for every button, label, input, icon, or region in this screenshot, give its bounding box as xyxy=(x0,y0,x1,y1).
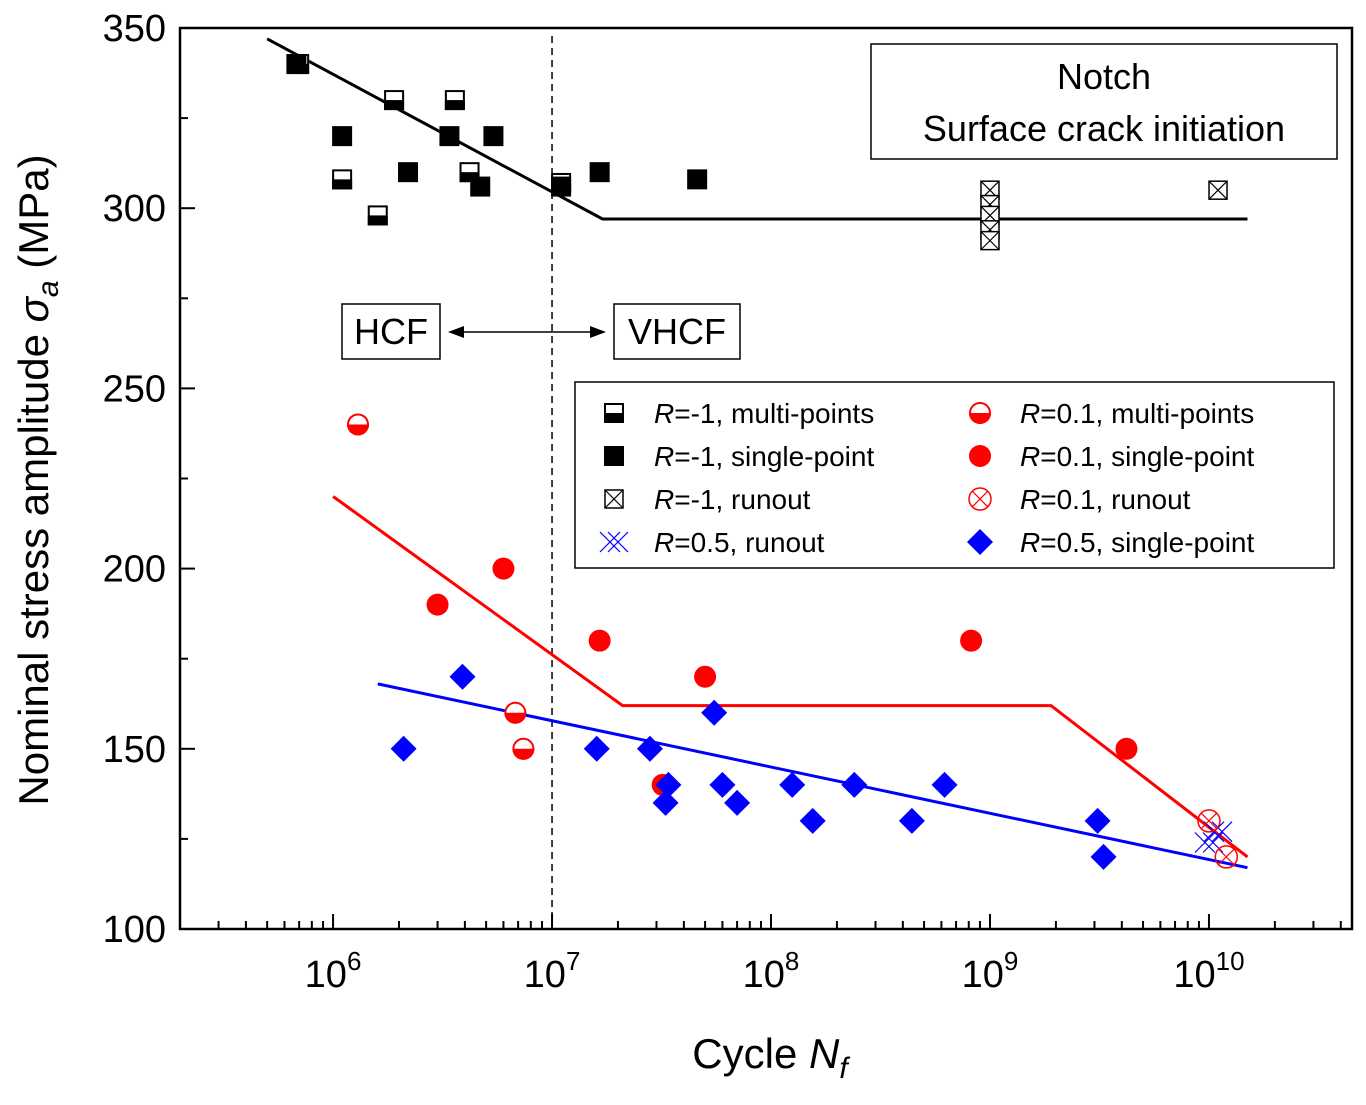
legend-item-r-0-1-multi-points: R=0.1, multi-points xyxy=(969,398,1254,429)
r-0-5-single-point-point xyxy=(779,771,806,798)
r-0-5-single-point-point xyxy=(799,807,826,834)
r-1-single-point-point xyxy=(286,54,307,75)
r-0-5-single-point-point xyxy=(449,663,476,690)
legend-label: R=0.5, runout xyxy=(654,527,825,558)
x-tick-label: 106 xyxy=(305,946,362,996)
y-tick-label: 150 xyxy=(103,729,166,771)
legend-marker xyxy=(599,531,629,553)
r-1-runout-point xyxy=(1208,180,1228,200)
r-1-runout-point xyxy=(980,180,1000,200)
arrow-head-left xyxy=(448,326,464,338)
y-tick-label: 300 xyxy=(103,188,166,230)
r-0-5-single-point-point xyxy=(701,699,728,726)
y-tick-label: 250 xyxy=(103,368,166,410)
r-0-1-runout-point xyxy=(1197,809,1221,833)
title-box: Notch Surface crack initiation xyxy=(870,43,1338,160)
legend-label: R=-1, runout xyxy=(654,484,811,515)
legend-item-r-1-runout: R=-1, runout xyxy=(604,484,811,515)
legend-marker xyxy=(604,403,624,423)
x-tick-label: 109 xyxy=(962,946,1019,996)
legend-label: R=0.1, runout xyxy=(1020,484,1191,515)
legend-marker xyxy=(969,445,991,467)
y-tick-label: 200 xyxy=(103,549,166,591)
r-0-1-single-point-point xyxy=(960,629,983,652)
r-1-runout-point xyxy=(980,230,1000,251)
legend-label: R=0.5, single-point xyxy=(1020,527,1254,558)
r-0-1-multi-points-point xyxy=(512,737,535,760)
title-box-line-2: Surface crack initiation xyxy=(923,108,1285,149)
vhcf-box xyxy=(613,303,741,360)
r-0-5-single-point-point xyxy=(724,789,751,816)
r-0-1-multi-points-point xyxy=(347,413,370,436)
r-1-single-point-point xyxy=(439,126,460,147)
r-0-5-single-point-point xyxy=(583,735,610,762)
legend-item-r-0-5-runout: R=0.5, runout xyxy=(599,527,825,558)
y-axis-title: Nominal stress amplitude σa (MPa) xyxy=(10,154,65,805)
legend-marker xyxy=(968,487,992,511)
title-box-line-1: Notch xyxy=(1057,56,1151,97)
r-0-1-runout-point xyxy=(1214,845,1239,869)
legend-item-r-0-1-single-point: R=0.1, single-point xyxy=(969,441,1254,472)
legend-item-r-0-5-single-point: R=0.5, single-point xyxy=(967,527,1254,558)
x-tick-label: 1010 xyxy=(1173,946,1244,996)
r-1-single-point-point xyxy=(551,176,572,197)
legend-item-r-1-single-point: R=-1, single-point xyxy=(604,441,874,472)
legend-marker xyxy=(967,529,993,555)
legend-label: R=-1, single-point xyxy=(654,441,874,472)
x-axis-title: Cycle Nf xyxy=(692,1030,850,1085)
r-0-1-multi-points-point xyxy=(504,701,527,724)
r-1-single-point-point xyxy=(687,169,708,190)
r-0-5-single-point-point xyxy=(898,807,925,834)
legend-label: R=-1, multi-points xyxy=(654,398,874,429)
legend-item-r-1-multi-points: R=-1, multi-points xyxy=(604,398,874,429)
r-1-fit-line xyxy=(266,37,1248,221)
r-0-1-single-point-point xyxy=(426,593,449,616)
arrow-head-right xyxy=(590,326,606,338)
r-0-5-single-point-point xyxy=(1084,807,1111,834)
legend-marker xyxy=(604,489,624,509)
regime-annotation: HCF VHCF xyxy=(341,303,741,360)
r-0-5-single-point-point xyxy=(709,771,736,798)
r-0-1-single-point-point xyxy=(492,557,515,580)
vhcf-label: VHCF xyxy=(628,311,726,352)
legend-label: R=0.1, single-point xyxy=(1020,441,1254,472)
x-tick-label: 107 xyxy=(524,946,581,996)
legend-frame xyxy=(574,381,1335,569)
r-0-5-single-point-point xyxy=(841,771,868,798)
r-0-5-single-point-point xyxy=(1090,843,1117,870)
r-1-single-point-point xyxy=(483,126,504,147)
r-0-5-runout-point xyxy=(1203,821,1233,843)
r-1-single-point-point xyxy=(589,162,610,183)
legend: R=-1, multi-points R=0.1, multi-points R=-… xyxy=(574,381,1335,569)
r-0-1-single-point-point xyxy=(1115,737,1138,760)
r-1-multi-points-point xyxy=(384,90,405,111)
hcf-label: HCF xyxy=(354,311,428,352)
r-1-single-point-point xyxy=(398,162,419,183)
y-tick-label: 350 xyxy=(103,8,166,50)
r-1-multi-points-point xyxy=(444,90,465,111)
r-1-multi-points-point xyxy=(367,205,388,226)
data-points xyxy=(286,54,1239,870)
legend-marker xyxy=(969,402,991,424)
r-0-5-runout-point xyxy=(1194,832,1224,853)
hcf-box xyxy=(341,303,441,360)
axis-ticks: 106 107 108 109 1010 100 150 200 250 300 350 xyxy=(103,8,1342,996)
r-0-1-fit-line xyxy=(332,495,1249,859)
r-0-5-single-point-point xyxy=(390,735,417,762)
x-tick-label: 108 xyxy=(743,946,800,996)
r-1-single-point-point xyxy=(470,176,491,197)
r-0-5-single-point-point xyxy=(652,789,679,816)
r-1-single-point-point xyxy=(332,126,353,147)
r-0-1-single-point-point xyxy=(694,665,717,688)
r-0-5-single-point-point xyxy=(655,771,682,798)
legend-marker xyxy=(604,446,624,466)
r-1-multi-points-point xyxy=(332,169,353,190)
r-0-5-single-point-point xyxy=(636,735,663,762)
y-tick-label: 100 xyxy=(103,909,166,951)
r-0-1-single-point-point xyxy=(588,629,611,652)
legend-label: R=0.1, multi-points xyxy=(1020,398,1254,429)
r-0-5-single-point-point xyxy=(931,771,958,798)
legend-item-r-0-1-runout: R=0.1, runout xyxy=(968,484,1191,515)
